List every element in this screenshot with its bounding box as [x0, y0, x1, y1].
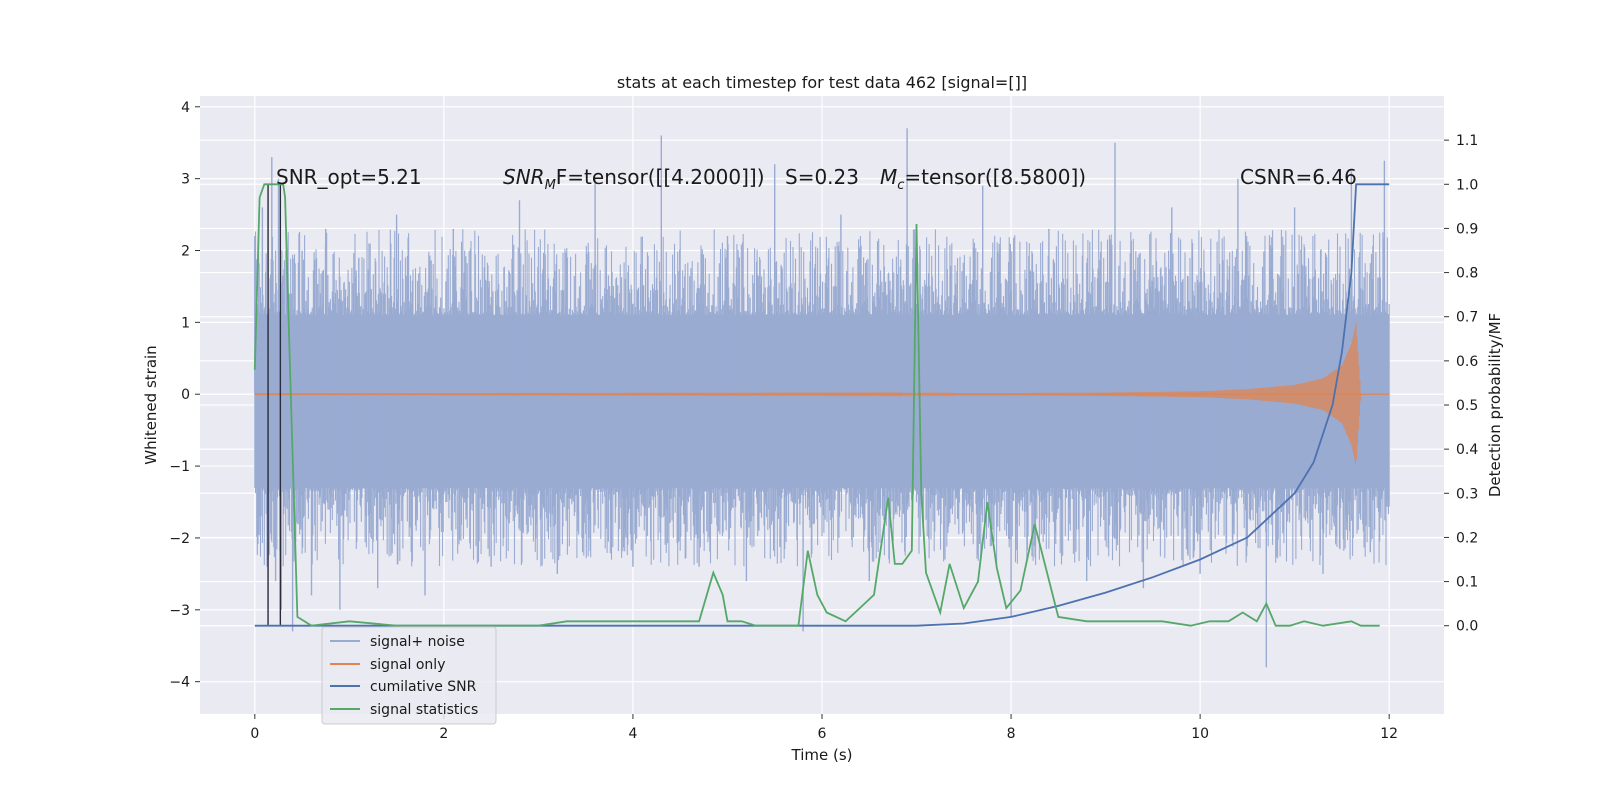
- signal-only-series: [254, 322, 1390, 464]
- y-right-tick-label: 0.1: [1456, 575, 1478, 591]
- y-tick-label: −3: [169, 603, 190, 619]
- x-axis-title: Time (s): [791, 746, 853, 764]
- x-tick-label: 6: [818, 726, 827, 742]
- y-tick-label: 1: [181, 315, 190, 331]
- annotation-snr-mf: SNRMF=tensor([[4.2000]]): [503, 165, 765, 193]
- signal-statistics-line: [253, 183, 1380, 627]
- vertical-markers: [267, 184, 282, 626]
- annotation-s-stat: S=0.23: [785, 165, 859, 189]
- x-tick-label: 4: [628, 726, 637, 742]
- y-tick-label: 4: [181, 100, 190, 116]
- legend-label-statistics: signal statistics: [370, 702, 478, 718]
- legend-label-cumulative: cumilative SNR: [370, 679, 477, 695]
- cumulative-snr-series: [254, 183, 1390, 627]
- annotation-csnr: CSNR=6.46: [1240, 165, 1357, 189]
- x-tick-label: 2: [439, 726, 448, 742]
- x-tick-label: 10: [1191, 726, 1209, 742]
- mc-suffix: =tensor([8.5800]): [904, 165, 1086, 189]
- legend-frame: [321, 626, 497, 725]
- cumulative-snr-line: [254, 183, 1390, 627]
- y-right-tick-label: 0.5: [1456, 398, 1478, 414]
- noise-series: [254, 128, 1390, 668]
- y-right-tick-label: 0.7: [1456, 310, 1478, 326]
- legend-label-noise: signal+ noise: [370, 634, 465, 650]
- y-tick-label: −1: [169, 459, 190, 475]
- y-right-tick-label: 0.3: [1456, 486, 1478, 502]
- x-tick-label: 8: [1007, 726, 1016, 742]
- annotation-snr-opt: SNR_opt=5.21: [276, 165, 422, 189]
- y-right-tick-label: 0.4: [1456, 442, 1478, 458]
- annotation-mc: Mc=tensor([8.5800]): [880, 165, 1086, 193]
- y-axis-title: Whitened strain: [142, 345, 160, 464]
- y-tick-label: 0: [181, 387, 190, 403]
- mc-prefix: M: [880, 165, 897, 189]
- mc-sub: c: [897, 178, 904, 193]
- y-right-tick-label: 0.0: [1456, 619, 1478, 635]
- plot-area: [253, 128, 1390, 668]
- snr-mf-sub: M: [545, 178, 556, 193]
- y-right-tick-label: 0.9: [1456, 221, 1478, 237]
- y-right-tick-label: 0.8: [1456, 266, 1478, 282]
- y-tick-label: −2: [169, 531, 190, 547]
- x-tick-label: 12: [1380, 726, 1398, 742]
- y-right-axis-title: Detection probability/MF: [1486, 313, 1504, 497]
- y-right-tick-label: 1.1: [1456, 133, 1478, 149]
- y-right-tick-label: 1.0: [1456, 177, 1478, 193]
- noise-peaks: [254, 128, 1386, 668]
- legend: signal+ noise signal only cumilative SNR…: [321, 626, 497, 725]
- signal-statistics-series: [253, 183, 1380, 627]
- y-tick-label: 2: [181, 244, 190, 260]
- y-right-tick-label: 0.2: [1456, 530, 1478, 546]
- axis-ticks: 0 2 4 6 8 10 12−4−3−2−1012340.00.10.20.30.40.5…: [169, 100, 1478, 742]
- y-tick-label: −4: [169, 675, 190, 691]
- x-tick-label: 0: [250, 726, 259, 742]
- chart-title: stats at each timestep for test data 462…: [617, 73, 1027, 92]
- legend-label-signal: signal only: [370, 657, 445, 673]
- snr-mf-suffix: F=tensor([[4.2000]]): [556, 165, 765, 189]
- snr-mf-prefix: SNR: [503, 165, 545, 189]
- y-right-tick-label: 0.6: [1456, 354, 1478, 370]
- y-tick-label: 3: [181, 172, 190, 188]
